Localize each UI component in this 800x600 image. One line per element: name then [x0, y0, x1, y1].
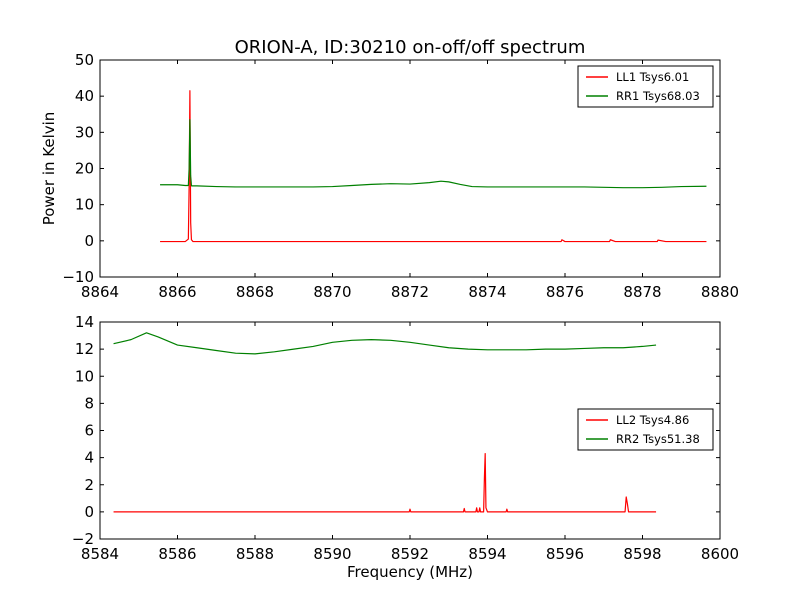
- x-tick-label: 8866: [158, 283, 196, 301]
- y-tick-label: 10: [75, 196, 94, 214]
- y-tick-label: 40: [75, 87, 94, 105]
- y-tick-label: 8: [84, 394, 94, 412]
- y-tick-label: 4: [84, 449, 94, 467]
- x-tick-label: 8590: [313, 545, 351, 563]
- y-tick-label: 6: [84, 422, 94, 440]
- x-tick-label: 8584: [81, 545, 119, 563]
- x-tick-label: 8600: [701, 545, 739, 563]
- y-tick-label: 0: [84, 503, 94, 521]
- figure-title: ORION-A, ID:30210 on-off/off spectrum: [235, 37, 586, 58]
- y-tick-label: 0: [84, 232, 94, 250]
- y-tick-label: 50: [75, 51, 94, 69]
- y-tick-label: 2: [84, 476, 94, 494]
- y-tick-label: −2: [72, 530, 94, 548]
- series-line-green: [113, 332, 657, 355]
- legend-entry: RR2 Tsys51.38: [616, 432, 700, 446]
- legend: LL2 Tsys4.86 RR2 Tsys51.38: [577, 408, 714, 451]
- y-tick-label: 20: [75, 160, 94, 178]
- x-tick-label: 8592: [391, 545, 429, 563]
- y-tick-label: 10: [75, 367, 94, 385]
- legend-entry: LL1 Tsys6.01: [616, 70, 689, 84]
- legend-entry: LL2 Tsys4.86: [616, 413, 689, 427]
- bottom-panel: 8584 8586 8588 8590 8592 8594 8596 8598 8600 −2 0 2…: [72, 313, 739, 581]
- y-axis-label: Power in Kelvin: [40, 112, 58, 226]
- series-line-red: [113, 452, 657, 513]
- y-tick-label: 30: [75, 123, 94, 141]
- x-tick-label: 8586: [158, 545, 196, 563]
- legend-entry: RR1 Tsys68.03: [616, 89, 700, 103]
- x-tick-label: 8868: [236, 283, 274, 301]
- legend: LL1 Tsys6.01 RR1 Tsys68.03: [577, 65, 714, 108]
- x-tick-label: 8596: [546, 545, 584, 563]
- x-tick-label: 8588: [236, 545, 274, 563]
- legend-box: [577, 408, 714, 451]
- x-tick-label: 8870: [313, 283, 351, 301]
- legend-box: [577, 65, 714, 108]
- x-axis-label: Frequency (MHz): [347, 563, 473, 581]
- top-panel: 8864 8866 8868 8870 8872 8874 8876 8878 8880 −10 0…: [40, 51, 739, 301]
- series-line-red: [160, 90, 707, 243]
- x-tick-label: 8872: [391, 283, 429, 301]
- x-tick-label: 8598: [623, 545, 661, 563]
- x-tick-label: 8878: [623, 283, 661, 301]
- x-tick-label: 8864: [81, 283, 119, 301]
- x-tick-label: 8594: [468, 545, 506, 563]
- x-tick-label: 8876: [546, 283, 584, 301]
- y-tick-label: 14: [75, 313, 94, 331]
- y-tick-label: −10: [62, 268, 94, 286]
- series-line-green: [160, 119, 707, 189]
- y-tick-label: 12: [75, 340, 94, 358]
- x-tick-label: 8880: [701, 283, 739, 301]
- x-tick-label: 8874: [468, 283, 506, 301]
